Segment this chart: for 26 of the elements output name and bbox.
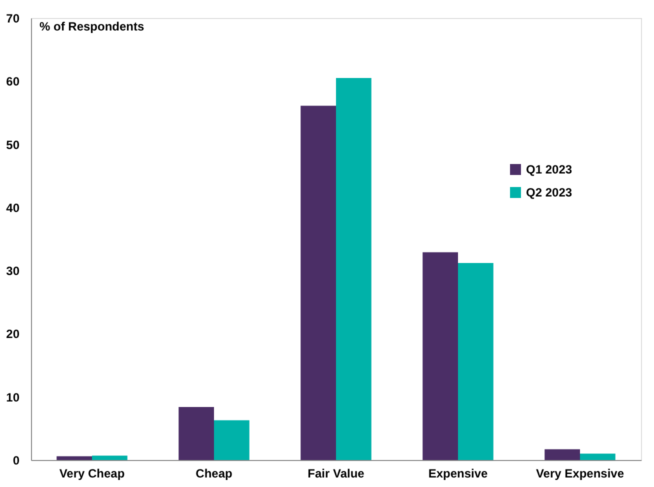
y-tick-label: 0 <box>12 454 20 468</box>
y-tick-label: 60 <box>6 74 20 89</box>
x-tick-label: Very Cheap <box>59 466 125 480</box>
y-tick-label: 20 <box>6 327 20 342</box>
bar <box>300 106 336 460</box>
y-tick-label: 50 <box>6 138 20 152</box>
x-tick-label: Expensive <box>428 466 488 480</box>
bar <box>580 454 616 460</box>
y-tick-label: 40 <box>6 200 20 215</box>
bar <box>92 456 128 460</box>
bar <box>214 420 250 460</box>
bar <box>56 456 92 460</box>
y-tick-label: 10 <box>6 390 20 404</box>
x-tick-label: Fair Value <box>308 466 365 480</box>
x-tick-label: Cheap <box>196 466 232 480</box>
legend-label: Q2 2023 <box>526 186 572 200</box>
legend-label: Q1 2023 <box>526 162 572 176</box>
bar <box>336 78 372 460</box>
bar <box>458 262 494 460</box>
bar <box>544 449 580 460</box>
y-axis-title: % of Respondents <box>40 20 144 34</box>
bar <box>178 406 214 460</box>
bar <box>422 252 458 460</box>
x-tick-label: Very Expensive <box>536 466 624 480</box>
y-tick-label: 30 <box>6 264 20 278</box>
y-tick-label: 70 <box>6 12 20 26</box>
